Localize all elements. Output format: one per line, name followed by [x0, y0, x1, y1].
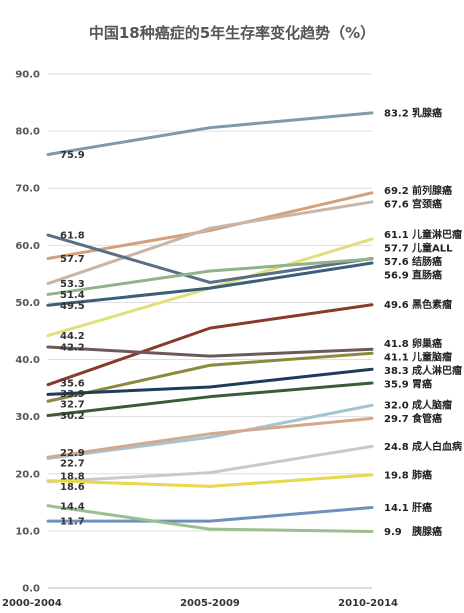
- start-value-label: 35.6: [60, 378, 85, 389]
- series-name-label: 乳腺癌: [412, 106, 442, 119]
- start-value-label: 44.2: [60, 331, 85, 342]
- series-name-label: 儿童脑瘤: [411, 350, 452, 363]
- end-value-label: 29.7: [384, 414, 409, 425]
- start-value-label: 14.4: [60, 501, 85, 512]
- start-value-label: 49.5: [60, 301, 85, 312]
- series-name-label: 肝癌: [412, 501, 432, 514]
- series-name-label: 肺癌: [412, 468, 432, 481]
- series-line: [46, 191, 374, 260]
- start-value-label: 61.8: [60, 231, 85, 242]
- series-name-label: 成人淋巴瘤: [412, 364, 462, 377]
- chart-title: 中国18种癌症的5年生存率变化趋势（%）: [89, 24, 375, 42]
- end-value-label: 57.7: [384, 244, 409, 255]
- series-name-label: 儿童ALL: [411, 242, 453, 255]
- series-line: [46, 261, 374, 307]
- y-tick-label: 40.0: [15, 355, 40, 366]
- series-name-label: 卵巢癌: [412, 337, 442, 350]
- y-tick-label: 80.0: [15, 127, 40, 138]
- series-lines: [46, 111, 374, 533]
- y-tick-label: 90.0: [15, 70, 40, 81]
- end-value-label: 24.8: [384, 442, 409, 453]
- x-tick-label: 2000-2004: [2, 598, 62, 609]
- series-line: [46, 504, 374, 533]
- series-line: [46, 416, 374, 459]
- series-line: [46, 303, 374, 387]
- end-value-label: 32.0: [384, 401, 409, 412]
- series-line: [46, 403, 374, 460]
- series-line: [46, 473, 374, 488]
- y-tick-label: 60.0: [15, 241, 40, 252]
- start-value-label: 53.3: [60, 279, 85, 290]
- end-value-label: 61.1: [384, 230, 409, 241]
- series-name-label: 直肠癌: [412, 269, 442, 282]
- y-tick-label: 70.0: [15, 184, 40, 195]
- x-axis-ticks: 2000-2004 2005-2009 2010-2014: [2, 598, 398, 609]
- series-line: [46, 233, 374, 284]
- end-value-label: 19.8: [384, 470, 409, 481]
- series-line: [46, 505, 374, 523]
- start-value-label: 22.9: [60, 448, 85, 459]
- series-name-label: 食管癌: [411, 412, 442, 425]
- end-value-label: 14.1: [384, 503, 409, 514]
- y-tick-label: 30.0: [15, 412, 40, 423]
- end-value-label: 49.6: [384, 300, 409, 311]
- start-value-labels: 75.9 61.8 57.7 53.351.449.5 44.242.2 35.633.9…: [60, 150, 85, 528]
- series-line: [46, 111, 374, 157]
- y-tick-label: 20.0: [15, 469, 40, 480]
- series-name-label: 胰腺癌: [412, 525, 442, 538]
- y-tick-label: 0.0: [22, 584, 40, 595]
- series-name-label: 宫颈癌: [412, 198, 442, 211]
- end-value-label: 35.9: [384, 379, 409, 390]
- series-name-label: 前列腺癌: [412, 184, 452, 197]
- start-value-label: 32.7: [60, 399, 85, 410]
- y-tick-label: 50.0: [15, 298, 40, 309]
- series-name-label: 成人白血病: [412, 440, 462, 453]
- y-axis-ticks: 0.0 10.0 20.0 30.0 40.0 50.0 60.0 70.0 80.0 90.0: [15, 70, 40, 595]
- start-value-label: 57.7: [60, 254, 85, 265]
- series-line: [46, 345, 374, 358]
- end-value-label: 41.1: [384, 352, 409, 363]
- start-value-label: 33.9: [60, 389, 85, 400]
- series-line: [46, 200, 374, 286]
- y-tick-label: 10.0: [15, 526, 40, 537]
- start-value-label: 18.8: [60, 471, 85, 482]
- start-value-label: 51.4: [60, 290, 85, 301]
- series-name-label: 成人脑瘤: [412, 399, 452, 412]
- end-value-label: 83.2: [384, 108, 409, 119]
- start-value-label: 42.2: [60, 342, 85, 353]
- end-value-label: 69.2: [384, 186, 409, 197]
- series-name-label: 儿童淋巴瘤: [411, 228, 462, 241]
- x-tick-label: 2005-2009: [180, 598, 240, 609]
- series-line: [46, 367, 374, 396]
- series-name-label: 结肠癌: [412, 255, 442, 268]
- end-value-label: 38.3: [384, 366, 409, 377]
- series-line: [46, 257, 374, 296]
- end-value-label: 41.8: [384, 339, 409, 350]
- series-name-label: 胃癌: [412, 377, 432, 390]
- series-line: [46, 444, 374, 484]
- end-value-label: 57.6: [384, 257, 409, 268]
- x-tick-label: 2010-2014: [338, 598, 398, 609]
- series-name-label: 黑色素瘤: [412, 298, 452, 311]
- gridlines: [48, 73, 372, 589]
- start-value-label: 30.2: [60, 411, 85, 422]
- end-value-label: 56.9: [384, 271, 409, 282]
- series-line: [46, 381, 374, 418]
- start-value-label: 75.9: [60, 150, 85, 161]
- start-value-label: 22.7: [60, 459, 85, 470]
- end-value-label: 67.6: [384, 200, 409, 211]
- series-line: [46, 351, 374, 403]
- end-value-label: 9.9: [384, 527, 402, 538]
- start-value-label: 11.7: [60, 517, 85, 528]
- start-value-label: 18.6: [60, 482, 85, 493]
